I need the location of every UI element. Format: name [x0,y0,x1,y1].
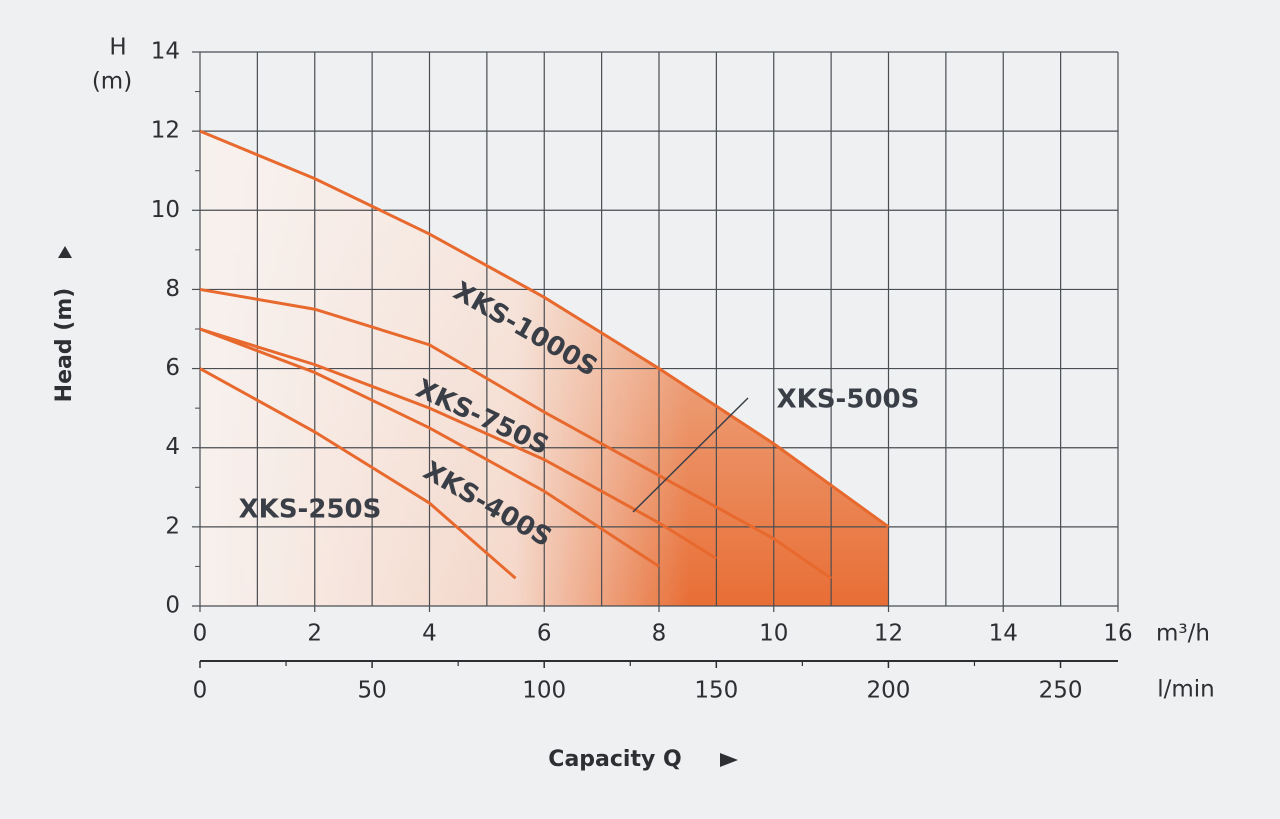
x2-tick-label: 150 [694,678,738,704]
y-label-top: H [109,35,126,61]
x2-tick-label: 100 [522,678,566,704]
x2-tick-label: 250 [1039,678,1083,704]
x-tick-label: 8 [652,621,667,647]
x-tick-label: 16 [1103,621,1132,647]
line-group [199,129,890,580]
series-line [199,367,517,580]
y-tick-label: 0 [165,593,180,619]
series-line [199,129,890,529]
y-tick-label: 2 [165,513,180,539]
series-line [199,327,718,560]
x-arrow [720,753,738,767]
x-tick-label: 0 [193,621,208,647]
x-tick-label: 10 [759,621,788,647]
x2-tick-label: 0 [193,678,208,704]
y-tick-label: 14 [151,39,180,65]
leader-line [632,397,749,513]
y-tick-label: 4 [165,434,180,460]
x-unit: m³/h [1156,621,1210,647]
series-line [199,287,832,580]
x2-unit: l/min [1157,677,1215,703]
y-tick-label: 8 [165,276,180,302]
y-tick-label: 10 [151,197,180,223]
x-tick-label: 12 [874,621,903,647]
y-axis-title: Head (m) [52,288,77,403]
series-label: XKS-500S [777,385,920,415]
series-line [199,327,660,568]
x-tick-label: 4 [422,621,437,647]
x2-tick-label: 50 [357,678,386,704]
y-unit-top: (m) [92,69,132,95]
y-tick-label: 12 [151,118,180,144]
series-label: XKS-250S [239,495,382,525]
y-arrow [58,246,72,258]
x-tick-label: 2 [307,621,322,647]
x2-tick-label: 200 [866,678,910,704]
x-tick-label: 14 [989,621,1018,647]
x-tick-label: 6 [537,621,552,647]
x-axis-title: Capacity Q [548,747,681,772]
y-tick-label: 6 [165,355,180,381]
